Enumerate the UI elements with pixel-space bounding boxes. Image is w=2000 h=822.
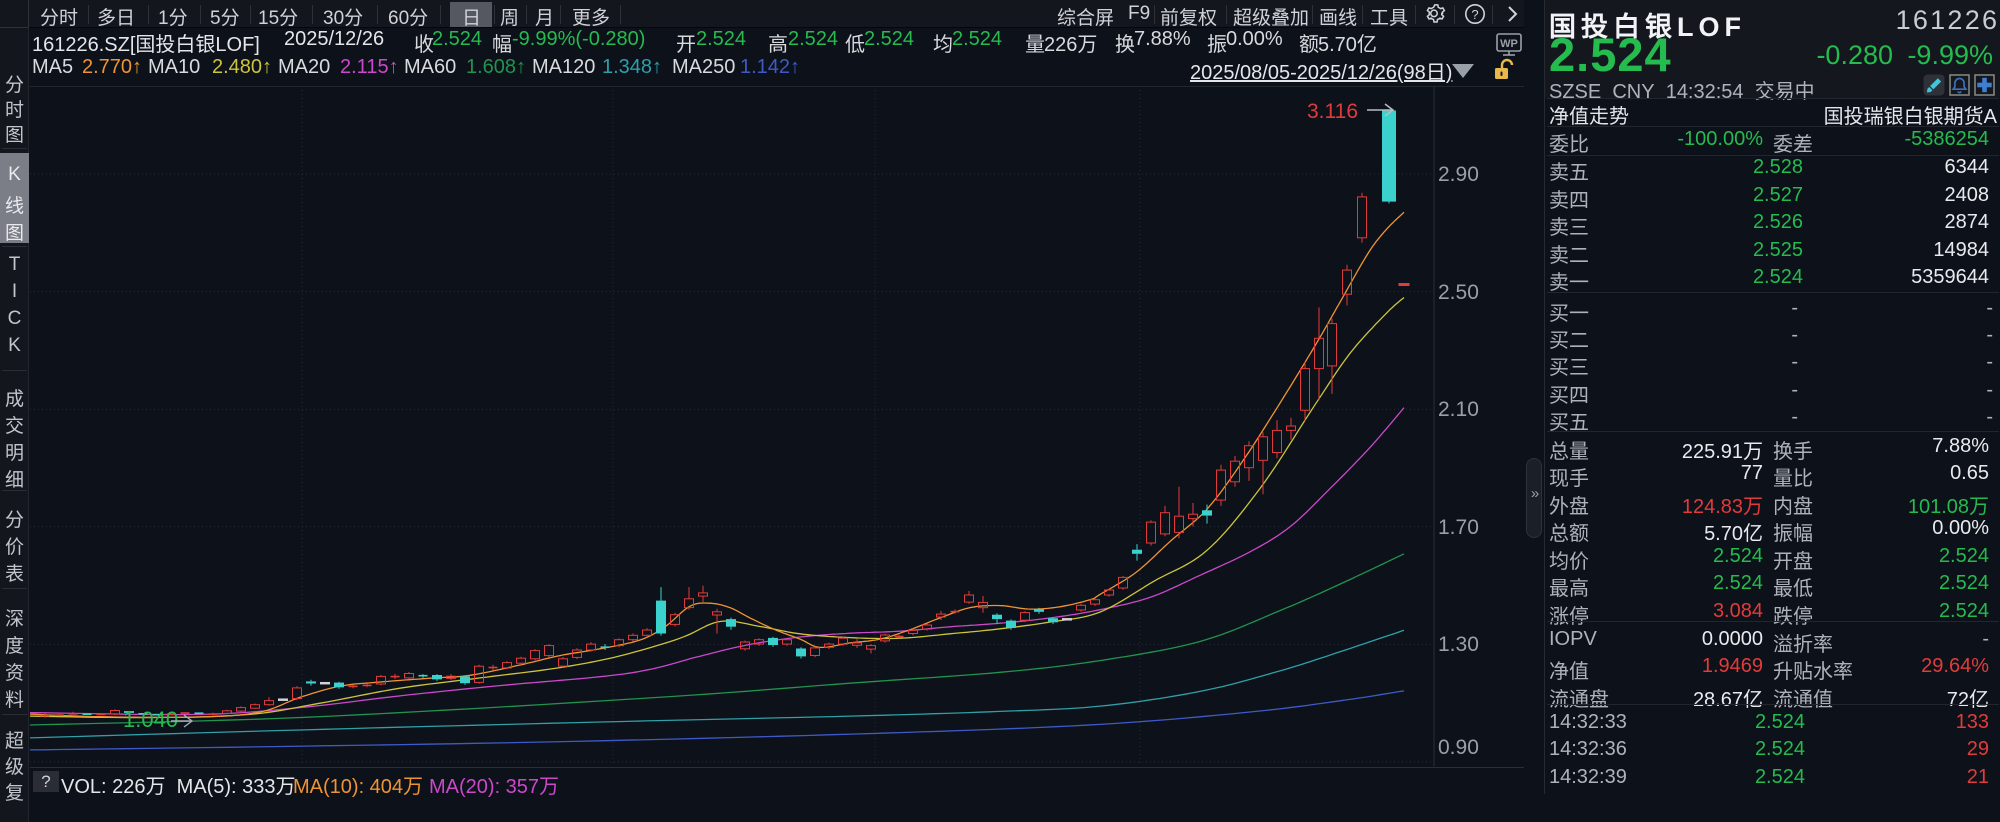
svg-text:3.116: 3.116 bbox=[1307, 100, 1358, 123]
svg-text:?: ? bbox=[1471, 7, 1478, 22]
svg-text:1.70: 1.70 bbox=[1438, 516, 1479, 539]
svg-text:2.90: 2.90 bbox=[1438, 163, 1479, 186]
svg-text:2.50: 2.50 bbox=[1438, 281, 1479, 304]
svg-text:1.30: 1.30 bbox=[1438, 633, 1479, 656]
svg-text:WP: WP bbox=[1500, 38, 1518, 50]
svg-text:2.10: 2.10 bbox=[1438, 398, 1479, 421]
svg-text:0.90: 0.90 bbox=[1438, 736, 1479, 759]
svg-text:1.040: 1.040 bbox=[123, 707, 178, 732]
